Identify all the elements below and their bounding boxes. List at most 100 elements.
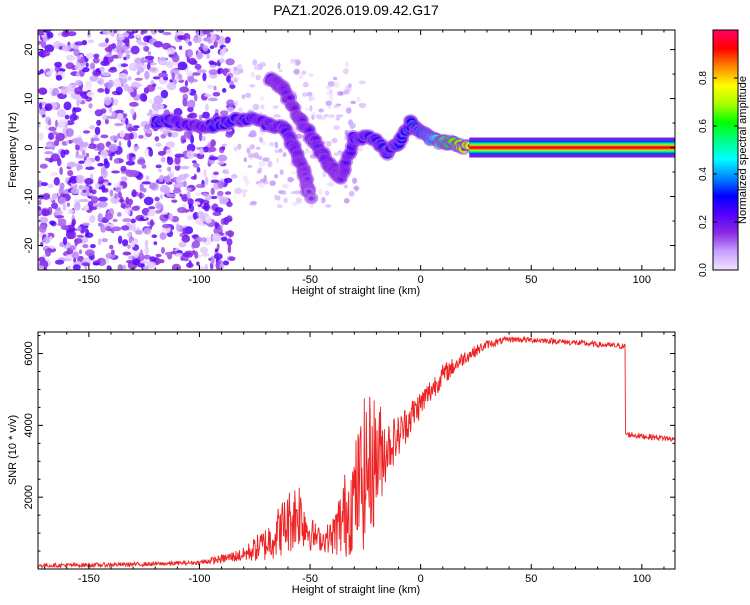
noise-blob [129,169,139,178]
noise-blob [100,169,108,179]
noise-blob [87,143,97,149]
noise-blob [161,211,168,215]
noise-blob [213,171,219,176]
noise-blob [210,179,220,184]
noise-blob [66,31,77,37]
noise-blob [305,107,309,111]
noise-blob [38,102,43,110]
noise-blob [188,57,197,65]
noise-blob [134,146,140,150]
y-tick-label: 2000 [23,485,35,509]
noise-blob [247,154,256,158]
y-tick-label: -20 [23,238,35,254]
noise-blob [38,224,47,233]
noise-blob [331,137,338,144]
noise-blob [192,160,197,164]
noise-blob [222,260,230,266]
noise-blob [291,171,297,175]
noise-blob [95,155,101,162]
noise-blob [69,113,78,121]
noise-blob [274,174,279,179]
noise-blob [144,148,150,158]
noise-blob [184,252,194,258]
noise-blob [227,232,234,238]
noise-blob [162,31,172,36]
noise-blob [180,165,190,170]
noise-blob [42,50,50,57]
noise-blob [210,195,218,200]
noise-blob [214,207,224,213]
noise-blob [224,37,231,44]
x-tick-label: -100 [188,274,210,286]
noise-blob [112,98,119,106]
noise-blob [67,208,75,215]
noise-blob [226,75,231,83]
noise-blob [83,204,90,211]
noise-blob [54,61,62,68]
noise-blob [73,257,77,263]
noise-blob [157,56,168,66]
noise-blob [120,63,128,68]
noise-blob [258,181,265,188]
snr-axes: -150 -100 -50 0 50 100 2000 4000 6000 [23,332,675,585]
noise-blob [115,86,123,96]
noise-blob [153,241,158,246]
noise-blob [74,41,85,46]
noise-blob [202,30,211,35]
spectrogram-frame [37,29,676,271]
noise-blob [150,30,158,35]
x-tick-label: -150 [78,274,100,286]
noise-blob [140,30,144,36]
noise-blob [164,251,172,256]
noise-blob [49,245,56,249]
noise-blob [349,125,355,129]
noise-blob [114,109,124,114]
noise-blob [82,130,91,134]
noise-blob [174,153,184,158]
noise-blob [143,254,152,260]
noise-blob [40,241,44,247]
noise-blob [190,134,195,144]
noise-blob [198,114,203,120]
noise-blob [80,227,87,233]
noise-blob [230,174,238,179]
noise-blob [125,39,130,47]
noise-blob [114,122,124,127]
noise-blob [100,108,107,114]
noise-blob [120,176,128,182]
noise-blob [160,89,169,99]
noise-blob [327,114,336,119]
noise-blob [227,244,232,254]
noise-blob [233,70,241,76]
noise-blob [73,48,80,57]
spectrogram-plot-area [38,30,675,270]
noise-blob [168,171,175,179]
noise-blob [138,42,149,46]
noise-blob [85,52,94,59]
noise-blob [204,176,209,186]
noise-blob [115,186,121,193]
noise-blob [155,201,163,210]
noise-blob [278,148,283,153]
noise-blob [262,141,267,146]
noise-blob [210,33,216,42]
noise-blob [301,70,307,75]
noise-blob [141,181,152,185]
noise-blob [205,215,212,224]
noise-blob [209,30,214,33]
noise-blob [117,264,123,270]
noise-blob [97,162,105,167]
noise-blob [38,180,44,188]
noise-blob [42,37,48,42]
noise-blob [130,45,140,55]
noise-blob [67,57,77,61]
noise-blob [109,189,114,197]
noise-blob [293,190,301,195]
noise-blob [166,47,176,55]
noise-blob [41,182,48,187]
noise-blob [203,202,210,212]
noise-blob [92,72,102,76]
noise-blob [39,68,44,74]
noise-blob [38,40,42,45]
noise-blob [59,166,63,176]
